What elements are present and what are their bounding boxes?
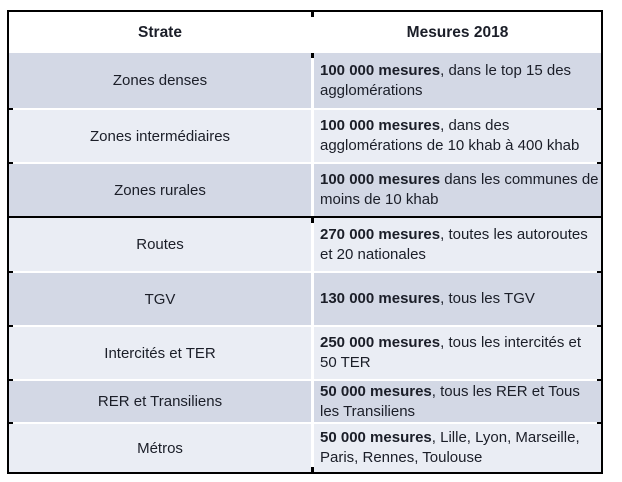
grid-tick [9, 325, 13, 327]
measure-count: 250 000 mesures [320, 334, 441, 351]
grid-tick [9, 422, 13, 424]
column-divider [311, 273, 314, 325]
measure-count: 270 000 mesures [320, 225, 441, 243]
measure-cell: 100 000 mesures, dans le top 15 des aggl… [314, 53, 601, 108]
grid-tick [311, 467, 314, 472]
measure-detail: , tous les intercités et 50 TER [320, 334, 582, 371]
grid-tick [311, 53, 314, 58]
measure-detail: dans les communes de moins de 10 khab [320, 171, 599, 208]
measure-count: 50 000 mesures [320, 429, 432, 446]
column-header-strate: Strate [138, 24, 182, 41]
grid-tick [311, 218, 314, 223]
table-row: Zones rurales 100 000 mesures dans les c… [9, 162, 601, 216]
measure-detail: , dans le top 15 des agglomérations [320, 61, 572, 99]
grid-tick [597, 162, 601, 164]
measure-cell: 100 000 mesures dans les communes de moi… [314, 164, 601, 216]
column-header-mesures: Mesures 2018 [406, 23, 509, 41]
measure-count: 50 000 mesures [320, 382, 432, 400]
grid-tick [311, 12, 314, 17]
measure-cell: 130 000 mesures, tous les TGV [314, 273, 601, 325]
table-row: Intercités et TER 250 000 mesures, tous … [9, 325, 601, 379]
column-divider [311, 53, 314, 108]
grid-tick [597, 422, 601, 424]
strate-cell: Zones intermédiaires [9, 110, 311, 162]
measure-detail: , tous les RER et Tous les Transiliens [320, 382, 580, 420]
grid-tick [597, 325, 601, 327]
column-divider [311, 164, 314, 216]
table-row: TGV 130 000 mesures, tous les TGV [9, 271, 601, 325]
strate-cell: Intercités et TER [9, 327, 311, 379]
measures-table: Strate Mesures 2018 Zones denses 100 000… [7, 10, 603, 474]
measure-cell: 50 000 mesures, Lille, Lyon, Marseille, … [314, 424, 601, 472]
strate-cell: RER et Transiliens [9, 381, 311, 422]
measure-count: 100 000 mesures [320, 171, 441, 188]
column-divider [311, 110, 314, 162]
strate-cell: Zones rurales [9, 164, 311, 216]
strate-cell: Routes [9, 218, 311, 271]
measure-cell: 250 000 mesures, tous les intercités et … [314, 327, 601, 379]
table-row: RER et Transiliens 50 000 mesures, tous … [9, 379, 601, 422]
table-row: Zones intermédiaires 100 000 mesures, da… [9, 108, 601, 162]
measure-detail: , toutes les autoroutes et 20 nationales [320, 225, 588, 263]
measure-detail: , dans des agglomérations de 10 khab à 4… [320, 117, 580, 154]
measure-detail: , tous les TGV [440, 290, 535, 307]
measure-cell: 270 000 mesures, toutes les autoroutes e… [314, 218, 601, 271]
measure-cell: 50 000 mesures, tous les RER et Tous les… [314, 381, 601, 422]
measure-count: 100 000 mesures [320, 61, 441, 79]
table-row: Routes 270 000 mesures, toutes les autor… [9, 216, 601, 271]
grid-tick [9, 271, 13, 273]
measure-detail: , Lille, Lyon, Marseille, Paris, Rennes,… [320, 429, 580, 466]
grid-tick [9, 379, 13, 381]
column-divider [311, 218, 314, 271]
grid-tick [597, 271, 601, 273]
column-divider [311, 12, 314, 53]
column-divider [311, 381, 314, 422]
measure-count: 130 000 mesures [320, 290, 441, 307]
grid-tick [9, 108, 13, 110]
table-row: Zones denses 100 000 mesures, dans le to… [9, 53, 601, 108]
grid-tick [9, 162, 13, 164]
strate-cell: Métros [9, 424, 311, 472]
grid-tick [597, 108, 601, 110]
table-header-row: Strate Mesures 2018 [9, 12, 601, 53]
column-divider [311, 424, 314, 472]
strate-cell: Zones denses [9, 53, 311, 108]
measure-cell: 100 000 mesures, dans des agglomérations… [314, 110, 601, 162]
column-divider [311, 327, 314, 379]
grid-tick [597, 379, 601, 381]
strate-cell: TGV [9, 273, 311, 325]
measure-count: 100 000 mesures [320, 117, 441, 134]
table-row: Métros 50 000 mesures, Lille, Lyon, Mars… [9, 422, 601, 472]
